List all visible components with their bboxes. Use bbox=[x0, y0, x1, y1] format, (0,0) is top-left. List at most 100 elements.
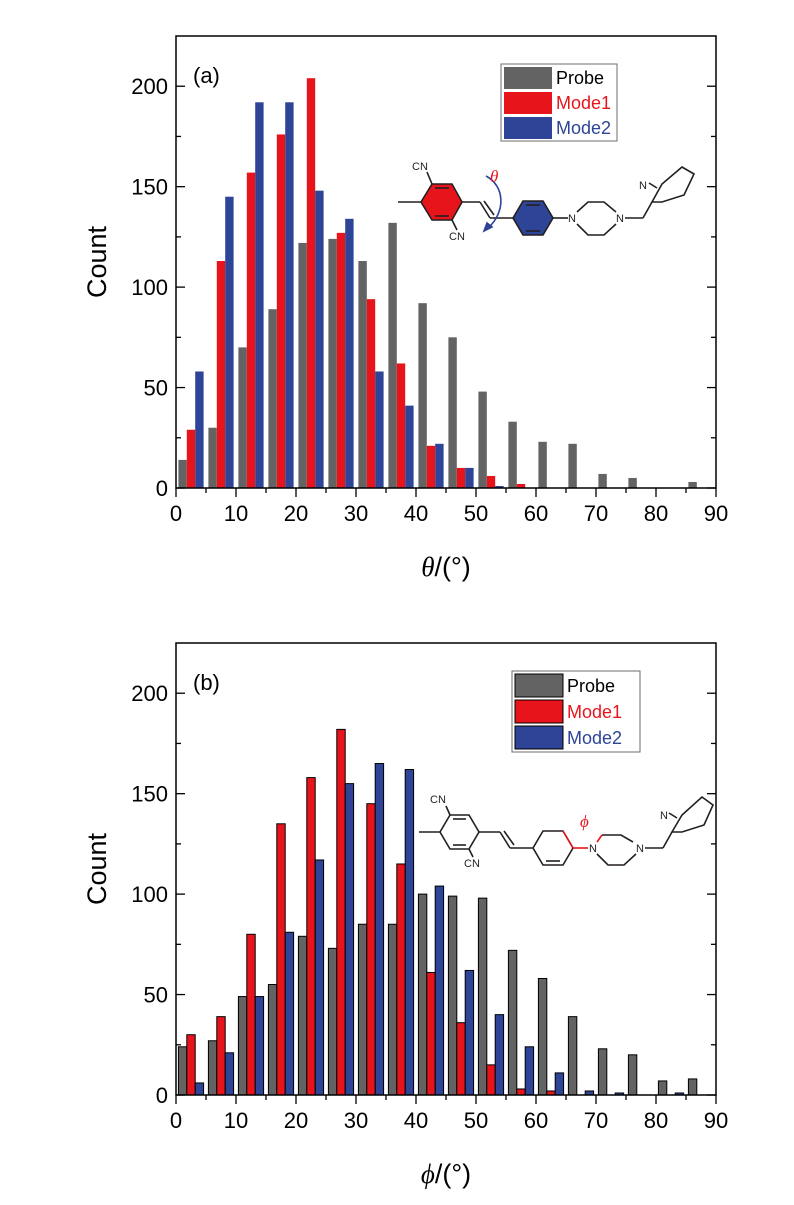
bar-probe-b-8 bbox=[417, 893, 428, 1096]
panel-a: 0 10 20 30 40 50 60 70 80 90 0 50 100 150 200 (a) Cou… bbox=[82, 35, 728, 582]
bar-mode1-b-0 bbox=[186, 1034, 196, 1096]
bar-probe-a-5 bbox=[328, 238, 337, 488]
x-tick-label: 80 bbox=[644, 501, 668, 526]
x-axis-unit-b: /(°) bbox=[435, 1159, 471, 1189]
bar-mode1-b-1 bbox=[216, 1016, 226, 1096]
bar-mode2-a-10 bbox=[495, 485, 504, 488]
bar-probe-a-12 bbox=[538, 441, 547, 488]
bar-probe-b-7 bbox=[387, 923, 398, 1096]
bars-b bbox=[177, 728, 698, 1096]
y-ticks-a: 0 50 100 150 200 bbox=[131, 74, 716, 501]
molecule-inset-b bbox=[419, 795, 714, 866]
y-axis-title-b: Count bbox=[82, 832, 112, 905]
x-axis-unit-a: /(°) bbox=[434, 552, 470, 582]
y-tick-label: 100 bbox=[131, 275, 168, 300]
y-tick-label: 50 bbox=[144, 983, 168, 1008]
bar-mode1-a-10 bbox=[486, 475, 496, 488]
bar-probe-a-7 bbox=[388, 222, 397, 488]
y-axis-title-a: Count bbox=[82, 225, 112, 298]
bar-mode2-b-0 bbox=[194, 1082, 205, 1096]
bar-mode1-b-3 bbox=[276, 823, 286, 1096]
bar-probe-b-5 bbox=[327, 947, 338, 1096]
y-tick-label: 0 bbox=[156, 1083, 168, 1108]
x-axis-symbol-a: θ bbox=[421, 552, 434, 582]
mol-label-n1-b: N bbox=[589, 843, 597, 855]
bar-mode2-b-2 bbox=[254, 996, 265, 1096]
bar-probe-b-11 bbox=[507, 949, 518, 1096]
bar-mode1-a-1 bbox=[216, 261, 226, 488]
x-tick-label: 40 bbox=[404, 1108, 428, 1133]
bar-probe-a-9 bbox=[448, 337, 457, 488]
y-tick-label: 150 bbox=[131, 782, 168, 807]
bar-mode1-a-3 bbox=[276, 134, 286, 488]
legend-swatch-mode1-b bbox=[514, 699, 564, 724]
ring-left-b bbox=[439, 814, 480, 850]
bar-mode2-b-5 bbox=[344, 783, 355, 1096]
mol-label-n2-a: N bbox=[616, 213, 624, 225]
bar-probe-a-0 bbox=[178, 459, 187, 488]
mol-label-cn1-a: CN bbox=[412, 161, 428, 173]
bar-mode1-a-11 bbox=[516, 483, 526, 488]
bar-mode2-b-3 bbox=[284, 931, 295, 1096]
mol-label-n3-a: N bbox=[639, 180, 647, 192]
bar-probe-b-0 bbox=[177, 1046, 188, 1096]
x-tick-label: 40 bbox=[404, 501, 428, 526]
bar-probe-b-13 bbox=[567, 1016, 578, 1096]
bar-mode1-b-7 bbox=[396, 863, 406, 1096]
legend-label-probe-a: Probe bbox=[556, 68, 604, 88]
legend-label-probe-b: Probe bbox=[567, 676, 615, 696]
panel-label-b: (b) bbox=[193, 670, 220, 695]
panel-b: 0 10 20 30 40 50 60 70 80 90 0 50 100 150 200 (b) Cou… bbox=[82, 642, 728, 1189]
bar-mode2-b-9 bbox=[464, 969, 475, 1096]
bar-mode2-b-4 bbox=[314, 859, 325, 1096]
bar-probe-a-17 bbox=[688, 481, 697, 488]
bar-probe-a-6 bbox=[358, 261, 367, 488]
x-axis-symbol-b: ϕ bbox=[421, 1159, 435, 1189]
mol-label-cn2-b: CN bbox=[464, 858, 480, 870]
bar-mode2-a-0 bbox=[195, 371, 204, 488]
legend-label-mode2-b: Mode2 bbox=[567, 728, 622, 748]
bar-probe-b-2 bbox=[237, 996, 248, 1096]
x-tick-label: 30 bbox=[344, 501, 368, 526]
bar-probe-a-15 bbox=[628, 477, 637, 488]
bar-mode1-a-5 bbox=[336, 232, 346, 488]
legend-label-mode1-a: Mode1 bbox=[556, 93, 611, 113]
mol-label-n2-b: N bbox=[636, 843, 644, 855]
bar-probe-b-16 bbox=[657, 1080, 668, 1096]
x-tick-label: 20 bbox=[284, 1108, 308, 1133]
bar-mode2-a-9 bbox=[465, 467, 474, 488]
legend-label-mode1-b: Mode1 bbox=[567, 702, 622, 722]
bar-mode1-a-0 bbox=[186, 429, 196, 488]
bar-mode1-b-11 bbox=[516, 1088, 526, 1096]
bar-probe-b-9 bbox=[447, 895, 458, 1096]
mol-label-n1-a: N bbox=[568, 213, 576, 225]
bar-mode1-b-4 bbox=[306, 777, 316, 1096]
bar-probe-a-10 bbox=[478, 391, 487, 488]
x-tick-label: 90 bbox=[704, 1108, 728, 1133]
legend-swatch-mode1-a bbox=[504, 92, 552, 114]
x-tick-label: 10 bbox=[224, 501, 248, 526]
bar-mode1-b-9 bbox=[456, 1022, 466, 1096]
legend-label-mode2-a: Mode2 bbox=[556, 118, 611, 138]
bar-mode2-a-5 bbox=[345, 218, 354, 488]
x-tick-label: 50 bbox=[464, 501, 488, 526]
bar-mode2-a-2 bbox=[255, 102, 264, 488]
ring-middle-b bbox=[532, 830, 574, 866]
bar-mode1-a-6 bbox=[366, 299, 376, 488]
bar-mode2-a-4 bbox=[315, 190, 324, 488]
y-tick-label: 200 bbox=[131, 681, 168, 706]
bar-probe-a-1 bbox=[208, 427, 217, 488]
bar-mode1-a-8 bbox=[426, 445, 436, 488]
bar-mode2-a-8 bbox=[435, 443, 444, 488]
y-tick-label: 200 bbox=[131, 74, 168, 99]
bar-mode1-b-8 bbox=[426, 971, 436, 1096]
x-tick-label: 0 bbox=[170, 1108, 182, 1133]
bar-mode2-b-11 bbox=[524, 1046, 535, 1096]
bar-mode2-a-7 bbox=[405, 405, 414, 488]
mol-label-cn2-a: CN bbox=[449, 231, 465, 243]
y-tick-label: 100 bbox=[131, 882, 168, 907]
angle-label-theta: θ bbox=[490, 167, 498, 186]
bar-mode2-b-8 bbox=[434, 885, 445, 1096]
bar-mode2-a-6 bbox=[375, 371, 384, 488]
